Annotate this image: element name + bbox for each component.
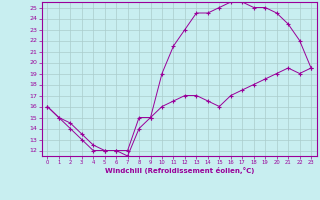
X-axis label: Windchill (Refroidissement éolien,°C): Windchill (Refroidissement éolien,°C) — [105, 167, 254, 174]
